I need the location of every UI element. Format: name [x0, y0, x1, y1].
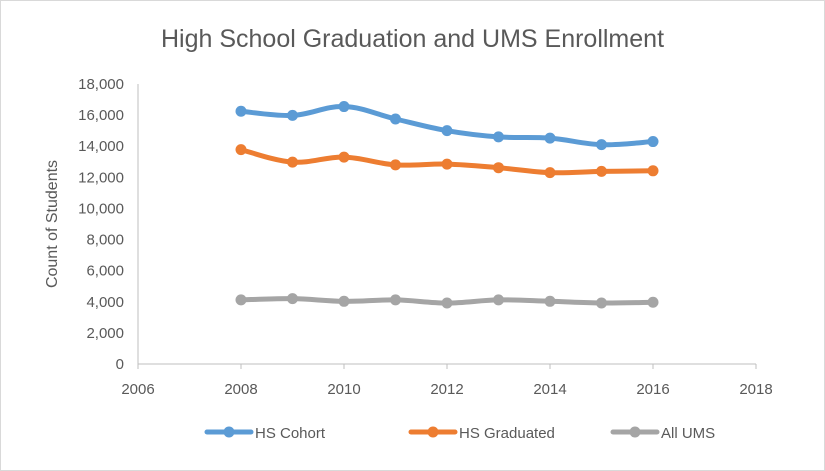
data-point: [647, 296, 659, 308]
data-point: [235, 105, 247, 117]
series-layer: [235, 101, 659, 309]
y-tick-label: 10,000: [78, 200, 124, 217]
x-tick-label: 2016: [636, 381, 669, 398]
y-tick-label: 12,000: [78, 169, 124, 186]
data-point: [493, 162, 504, 174]
legend-item: HS Cohort: [204, 425, 326, 442]
y-tick-label: 18,000: [78, 76, 124, 93]
legend-label: All UMS: [661, 425, 715, 442]
data-point: [441, 158, 453, 170]
data-point: [338, 151, 350, 163]
data-point: [390, 113, 401, 125]
data-point: [390, 294, 401, 306]
y-tick-label: 8,000: [86, 232, 124, 249]
data-point: [441, 125, 453, 137]
axes: 0 2,000 4,000 6,000 8,000 10,000 12,000 14,000 1…: [44, 76, 773, 398]
legend: HS Cohort HS Graduated All UMS: [204, 425, 715, 442]
x-tick-label: 2006: [121, 381, 154, 398]
data-point: [287, 293, 298, 305]
data-point: [338, 295, 350, 307]
y-tick-label: 4,000: [86, 294, 124, 311]
data-point: [493, 131, 504, 143]
data-point: [596, 139, 607, 151]
chart-title: High School Graduation and UMS Enrollmen…: [160, 25, 665, 53]
legend-label: HS Cohort: [255, 425, 326, 442]
y-tick-label: 0: [116, 356, 124, 373]
data-point: [338, 101, 350, 113]
x-tick-label: 2014: [533, 381, 566, 398]
legend-item: HS Graduated: [408, 425, 555, 442]
data-point: [647, 136, 659, 148]
y-tick-label: 6,000: [86, 263, 124, 280]
data-point: [390, 159, 401, 171]
data-point: [596, 297, 607, 309]
data-point: [441, 297, 453, 309]
legend-swatch-marker: [223, 426, 235, 438]
legend-swatch-marker: [427, 426, 439, 438]
data-point: [544, 167, 556, 179]
x-tick-label: 2018: [739, 381, 772, 398]
data-point: [287, 156, 298, 168]
y-tick-label: 16,000: [78, 107, 124, 124]
data-point: [235, 294, 247, 306]
legend-item: All UMS: [610, 425, 715, 442]
y-tick-label: 2,000: [86, 325, 124, 342]
x-tick-label: 2010: [327, 381, 360, 398]
y-axis-label: Count of Students: [44, 160, 61, 288]
legend-swatch-marker: [629, 426, 641, 438]
y-tick-label: 14,000: [78, 138, 124, 155]
data-point: [287, 109, 298, 121]
data-point: [647, 165, 659, 177]
data-point: [235, 144, 247, 156]
legend-label: HS Graduated: [459, 425, 555, 442]
series-hs-graduated: [235, 144, 659, 179]
x-tick-label: 2012: [430, 381, 463, 398]
series-all-ums: [235, 293, 659, 309]
data-point: [544, 295, 556, 307]
data-point: [493, 294, 504, 306]
data-point: [596, 165, 607, 177]
data-point: [544, 132, 556, 144]
x-tick-label: 2008: [224, 381, 257, 398]
series-hs-cohort: [235, 101, 659, 151]
